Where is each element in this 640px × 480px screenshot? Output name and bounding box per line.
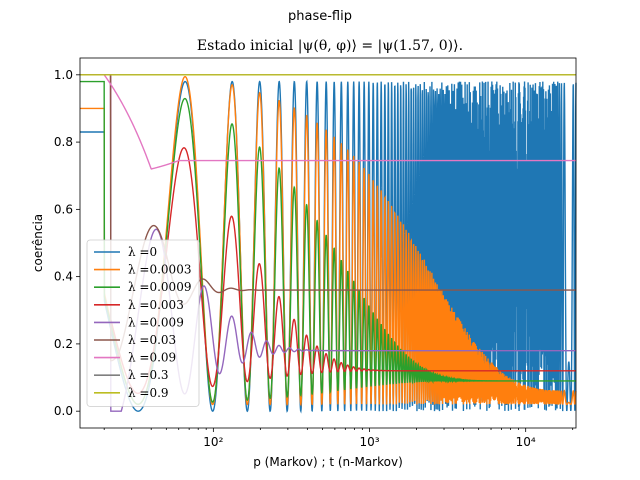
legend-entry: λ =0.009 [128,315,184,329]
legend-entry: λ =0.9 [128,386,169,400]
legend-entry: λ =0.0003 [128,263,191,277]
chart-legend: λ =0 λ =0.0003 λ =0.0009 λ =0.003 λ =0.009 λ … [86,239,200,407]
legend-entry: λ =0.0009 [128,280,191,294]
x-tick-label: 10² [203,435,223,449]
legend-entry: λ =0.003 [128,298,184,312]
chart-title: Estado inicial |ψ(θ, φ)⟩ = |ψ(1.57, 0)⟩. [197,38,463,54]
y-tick-label: 0.6 [54,202,73,216]
figure-suptitle: phase-flip [288,9,352,24]
y-tick-label: 1.0 [54,68,73,82]
legend-entry: λ =0.3 [128,368,169,382]
legend-box [86,239,200,407]
legend-entry: λ =0.03 [128,333,176,347]
y-tick-label: 0.4 [54,270,73,284]
y-tick-label: 0.8 [54,135,73,149]
y-axis-label: coerência [31,214,45,272]
legend-entry: λ =0 [128,245,157,259]
x-axis-ticks: 10² 10³ 10⁴ [103,428,574,449]
x-tick-label: 10³ [359,435,379,449]
y-axis-ticks: 0.0 0.2 0.4 0.6 0.8 1.0 [54,68,80,418]
x-axis-label: p (Markov) ; t (n-Markov) [253,455,403,469]
y-tick-label: 0.2 [54,337,73,351]
legend-entry: λ =0.09 [128,351,176,365]
series-line-6 [80,74,576,170]
x-tick-label: 10⁴ [516,435,536,449]
y-tick-label: 0.0 [54,404,73,418]
axes-frame [79,57,577,429]
